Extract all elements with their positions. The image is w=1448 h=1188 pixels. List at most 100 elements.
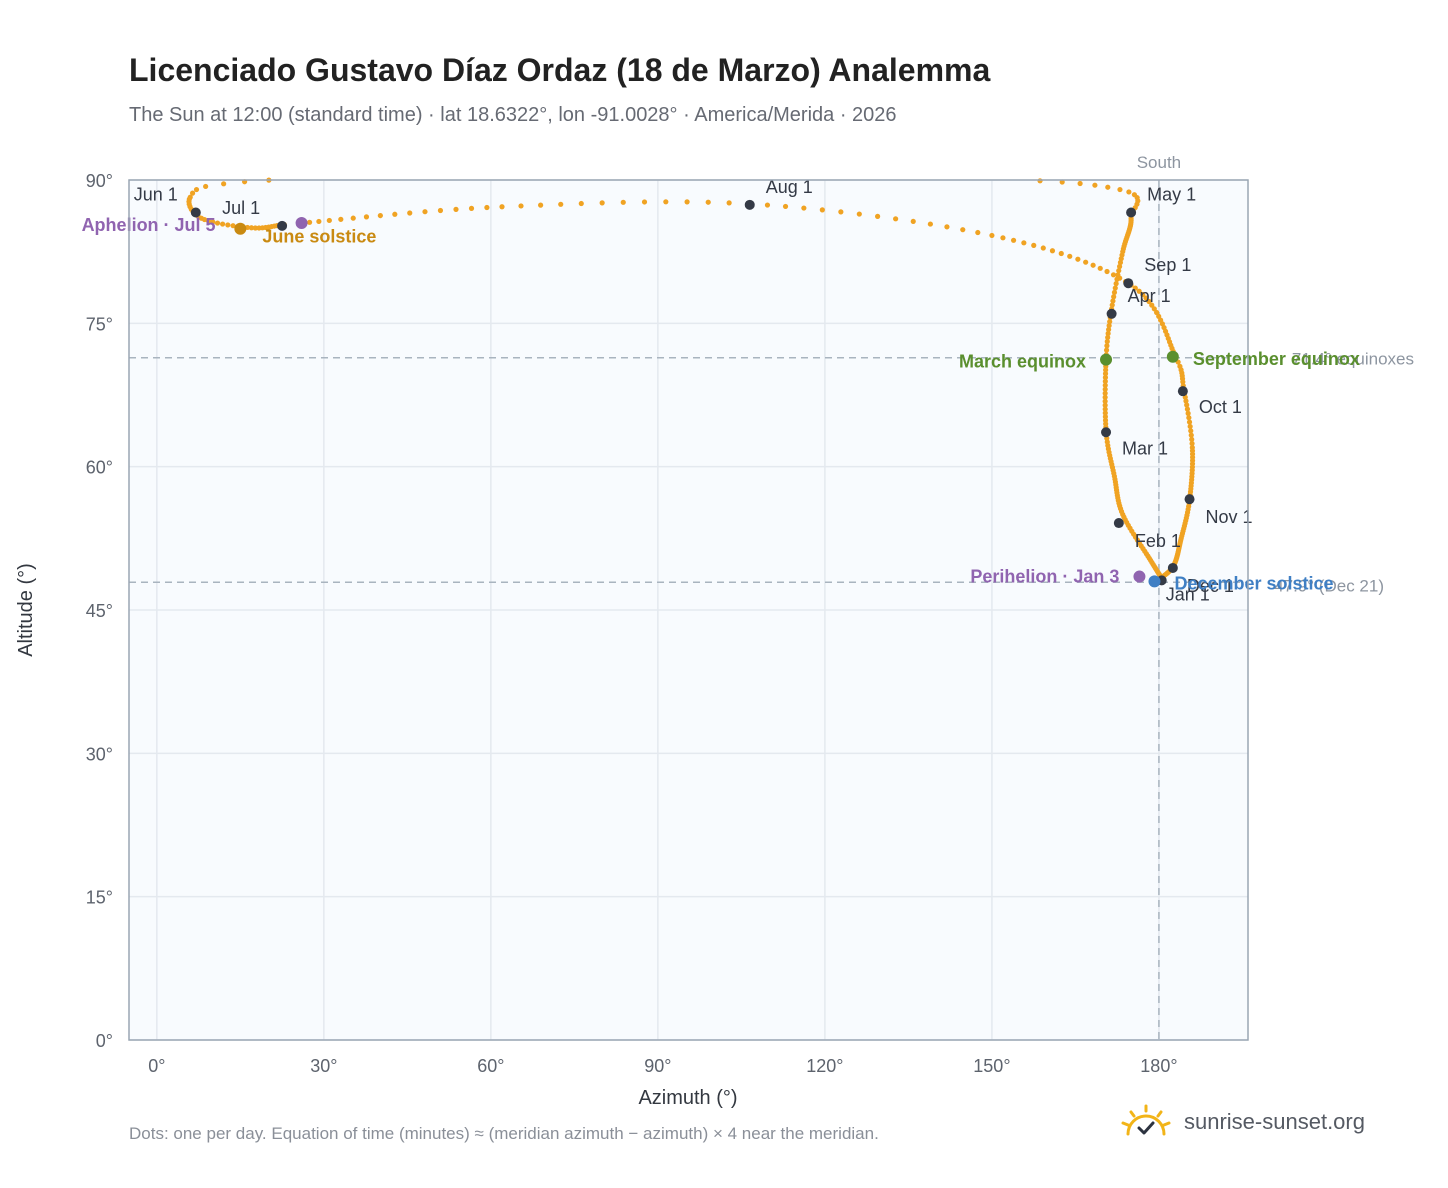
daily-sun-dot xyxy=(856,211,862,217)
month-label: Oct 1 xyxy=(1199,397,1242,417)
daily-sun-dot xyxy=(1184,402,1190,408)
daily-sun-dot xyxy=(726,200,732,206)
daily-sun-dot xyxy=(1117,275,1123,281)
plot-frame xyxy=(128,179,1249,1041)
daily-sun-dot xyxy=(1110,272,1117,278)
daily-sun-dot xyxy=(684,199,690,205)
daily-sun-dot xyxy=(1102,374,1109,381)
daily-sun-dot xyxy=(1183,398,1189,404)
daily-sun-dot xyxy=(1151,306,1157,312)
month-marker xyxy=(1177,386,1188,397)
month-marker xyxy=(190,207,201,218)
daily-sun-dot xyxy=(1102,410,1108,416)
x-tick-label: 150° xyxy=(973,1056,1010,1076)
chart-title: Licenciado Gustavo Díaz Ordaz (18 de Mar… xyxy=(129,52,991,88)
x-tick-label: 60° xyxy=(477,1056,504,1076)
daily-sun-dot xyxy=(1083,259,1089,265)
daily-sun-dot xyxy=(350,215,356,221)
daily-sun-dot xyxy=(663,199,669,205)
daily-sun-dot xyxy=(1049,248,1056,254)
x-tick-label: 90° xyxy=(644,1056,671,1076)
daily-sun-dot xyxy=(214,220,221,226)
daily-sun-dot xyxy=(1136,288,1142,294)
daily-sun-dot xyxy=(1106,326,1112,333)
daily-sun-dot xyxy=(1117,186,1123,193)
daily-sun-dot xyxy=(705,199,711,205)
daily-sun-dot xyxy=(1040,245,1046,251)
event-marker xyxy=(1166,350,1179,363)
daily-sun-dot xyxy=(422,209,428,215)
event-label: December solstice xyxy=(1174,573,1333,593)
month-label: Apr 1 xyxy=(1128,286,1171,306)
daily-sun-dot xyxy=(893,216,899,222)
daily-sun-dot xyxy=(1104,343,1110,349)
y-tick-label: 0° xyxy=(96,1031,113,1051)
daily-sun-dot xyxy=(599,200,605,206)
markers: Jan 1 Feb 1 Mar 1 Apr 1 May 1 Jun 1 Jul 1 Aug 1… xyxy=(82,177,1360,605)
december-altitude-label: 47.9° (Dec 21) xyxy=(1274,576,1384,595)
daily-sun-dot xyxy=(1116,263,1123,270)
daily-sun-dot xyxy=(1105,334,1111,341)
daily-sun-dot xyxy=(252,225,258,231)
daily-sun-dot xyxy=(484,204,490,211)
event-label: June solstice xyxy=(262,227,376,247)
x-tick-label: 120° xyxy=(806,1056,843,1076)
daily-sun-dot xyxy=(1188,432,1194,438)
daily-sun-dot xyxy=(1189,436,1195,443)
grid xyxy=(129,179,1248,1041)
daily-sun-dot xyxy=(1126,189,1132,195)
daily-sun-dot xyxy=(1037,178,1043,184)
daily-sun-dot xyxy=(1143,295,1149,301)
month-label: Dec 1 xyxy=(1187,576,1234,596)
y-tick-label: 15° xyxy=(86,888,113,908)
daily-sun-dot xyxy=(306,219,313,225)
month-label: Feb 1 xyxy=(1135,531,1181,551)
month-marker xyxy=(1184,494,1195,505)
daily-sun-dot xyxy=(1131,192,1138,198)
daily-sun-dot xyxy=(819,207,825,213)
brand[interactable]: sunrise-sunset.org xyxy=(1120,1104,1365,1140)
daily-sun-dot xyxy=(326,217,332,224)
daily-sun-dot xyxy=(407,210,413,216)
month-marker xyxy=(1123,278,1134,289)
month-marker xyxy=(1167,562,1178,573)
daily-sun-dot xyxy=(210,219,216,225)
month-marker xyxy=(1113,518,1124,529)
equinox-altitude-label: 71.4° equinoxes xyxy=(1292,350,1414,369)
daily-sun-dot xyxy=(838,209,844,215)
daily-sun-dot xyxy=(193,186,200,193)
y-tick-label: 90° xyxy=(86,171,113,191)
x-axis-label: Azimuth (°) xyxy=(638,1087,737,1109)
daily-sun-dot xyxy=(1186,415,1192,421)
daily-sun-dot xyxy=(1102,417,1109,423)
event-marker xyxy=(1100,353,1113,366)
sun-check-icon xyxy=(1121,1104,1171,1136)
daily-sun-dot xyxy=(230,223,236,229)
daily-sun-dot xyxy=(248,225,255,231)
daily-sun-dot xyxy=(1104,338,1110,345)
daily-sun-dot xyxy=(1116,268,1122,274)
month-label: Jul 1 xyxy=(222,198,260,218)
daily-sun-dot xyxy=(220,221,226,227)
daily-sun-dot xyxy=(578,200,584,207)
month-label: Sep 1 xyxy=(1144,255,1191,275)
daily-sun-dot xyxy=(1102,406,1108,412)
daily-sun-dot xyxy=(225,222,231,228)
daily-sun-dot xyxy=(221,181,227,187)
x-tick-label: 30° xyxy=(310,1056,337,1076)
daily-sun-dot xyxy=(518,203,524,209)
daily-sun-dot xyxy=(453,206,459,212)
daily-sun-dot xyxy=(1021,240,1027,246)
month-label: Mar 1 xyxy=(1122,438,1168,458)
month-marker xyxy=(1126,207,1137,218)
daily-sun-dot xyxy=(1102,414,1108,420)
daily-sun-dot xyxy=(1106,323,1112,329)
month-marker xyxy=(1101,427,1112,438)
daily-sun-dot xyxy=(1102,382,1108,388)
daily-sun-dot xyxy=(1102,371,1109,377)
daily-sun-dot xyxy=(1097,265,1103,271)
daily-sun-dot xyxy=(205,218,211,224)
daily-sun-dot xyxy=(363,214,370,220)
axis-ticks: 0° 30° 60° 90° 120° 150° 180° 0° 15° 30° 45° 60° 75°… xyxy=(86,171,1178,1076)
daily-sun-dot xyxy=(989,232,995,239)
